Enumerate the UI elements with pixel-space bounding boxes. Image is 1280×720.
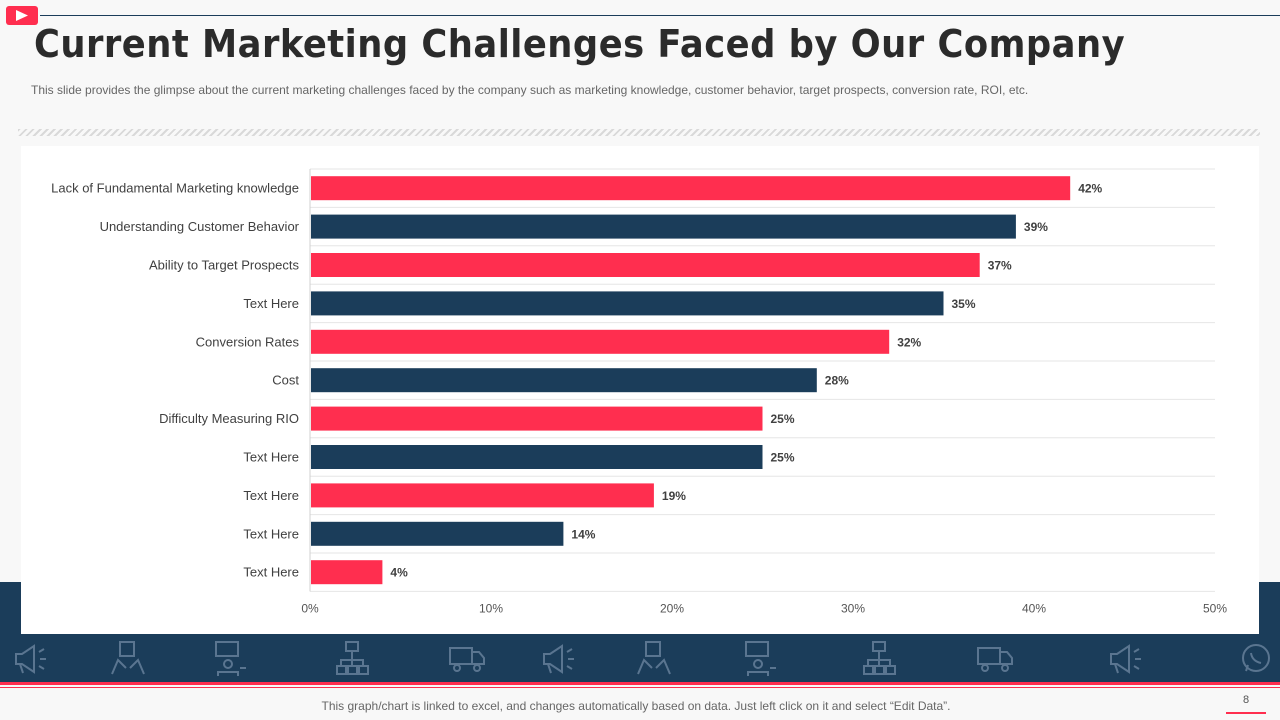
bar[interactable] [311, 291, 944, 316]
footer-note: This graph/chart is linked to excel, and… [321, 699, 951, 713]
bar[interactable] [311, 329, 890, 354]
box-hands-icon [637, 641, 671, 675]
x-tick-label: 20% [660, 601, 684, 615]
bar[interactable] [311, 483, 654, 508]
truck-icon [449, 647, 485, 672]
presenter-icon [215, 641, 247, 677]
box-hands-icon [111, 641, 145, 675]
bar[interactable] [311, 521, 564, 546]
category-label: Difficulty Measuring RIO [159, 411, 299, 426]
x-tick-label: 50% [1203, 601, 1227, 615]
category-label: Text Here [243, 296, 299, 311]
category-label: Text Here [243, 488, 299, 503]
network-icon [336, 641, 369, 675]
bar[interactable] [311, 176, 1071, 201]
megaphone-icon [15, 645, 47, 674]
data-label: 37% [988, 259, 1012, 273]
data-label: 28% [825, 374, 849, 388]
x-tick-label: 10% [479, 601, 503, 615]
top-rule [40, 15, 1280, 16]
play-icon[interactable] [6, 6, 38, 25]
chart-panel[interactable]: Lack of Fundamental Marketing knowledge 4… [21, 146, 1259, 634]
bar[interactable] [311, 214, 1016, 239]
category-label: Ability to Target Prospects [149, 258, 300, 273]
x-tick-label: 0% [301, 601, 319, 615]
data-label: 14% [571, 527, 595, 541]
category-label: Cost [272, 373, 299, 388]
page-number: 8 [1242, 694, 1250, 706]
category-label: Understanding Customer Behavior [100, 219, 300, 234]
category-label: Text Here [243, 565, 299, 580]
slide-subtitle: This slide provides the glimpse about th… [31, 83, 1029, 97]
category-label: Text Here [243, 526, 299, 541]
hatch-divider [18, 129, 1260, 136]
presenter-icon [745, 641, 777, 677]
megaphone-icon [543, 645, 575, 674]
data-label: 4% [390, 566, 408, 580]
data-label: 42% [1078, 182, 1102, 196]
decorative-icon-row [0, 636, 1280, 680]
truck-icon [977, 647, 1013, 672]
bar[interactable] [311, 445, 763, 469]
x-tick-label: 40% [1022, 601, 1046, 615]
bar-chart[interactable]: Lack of Fundamental Marketing knowledge 4… [21, 146, 1259, 634]
page-title: Current Marketing Challenges Faced by Ou… [34, 22, 1126, 66]
network-icon [863, 641, 896, 675]
data-label: 25% [771, 451, 795, 465]
category-label: Text Here [243, 450, 299, 465]
bar[interactable] [311, 406, 763, 431]
data-label: 19% [662, 489, 686, 503]
whatsapp-icon [1242, 644, 1270, 672]
bar[interactable] [311, 368, 817, 393]
data-label: 32% [897, 335, 921, 349]
category-label: Lack of Fundamental Marketing knowledge [51, 181, 299, 196]
accent-line [0, 682, 1280, 685]
data-label: 35% [952, 297, 976, 311]
data-label: 25% [771, 412, 795, 426]
data-label: 39% [1024, 220, 1048, 234]
accent-line-thin [0, 687, 1280, 688]
page-number-underline [1226, 712, 1266, 714]
megaphone-icon [1110, 645, 1142, 674]
bar[interactable] [311, 560, 383, 585]
bar[interactable] [311, 253, 980, 277]
category-label: Conversion Rates [196, 334, 300, 349]
x-tick-label: 30% [841, 601, 865, 615]
